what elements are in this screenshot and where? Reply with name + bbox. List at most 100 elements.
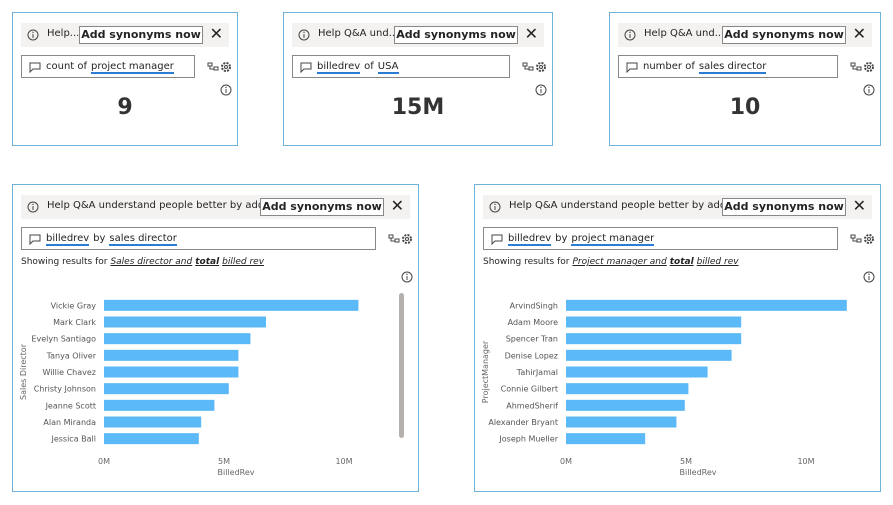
chat-icon	[300, 62, 312, 73]
bar	[104, 383, 229, 395]
x-tick-label: 10M	[797, 457, 814, 466]
bar	[566, 316, 742, 328]
icon-dot	[629, 31, 631, 33]
query-term: of	[364, 61, 374, 72]
icon-circle	[27, 29, 39, 41]
category-label: AhmedSherif	[506, 401, 558, 410]
x-axis-title: BilledRev	[217, 468, 254, 477]
close-button[interactable]: ✕	[524, 24, 538, 43]
field-icon	[522, 62, 534, 71]
add-synonyms-button[interactable]: Add synonyms now	[79, 26, 203, 44]
query-term: sales director	[698, 61, 767, 74]
icon-circle	[864, 234, 874, 244]
category-label: ArvindSingh	[510, 301, 558, 310]
icon-circle	[489, 201, 501, 213]
category-label: Willie Chavez	[42, 368, 96, 377]
category-label: Spencer Tran	[506, 335, 558, 344]
interpretation: Showing results for Project manager and to…	[483, 257, 739, 267]
category-label: Connie Gilbert	[501, 385, 558, 394]
icon-dot	[32, 31, 34, 33]
banner: Help... Add synonyms now ✕	[21, 23, 229, 47]
query-box[interactable]: billedrev by project manager	[483, 227, 838, 250]
icon-stroke	[522, 62, 534, 71]
close-button[interactable]: ✕	[852, 196, 866, 215]
icon-circle	[536, 62, 546, 72]
query-term: billedrev	[46, 233, 90, 246]
query-term: billedrev	[508, 233, 552, 246]
add-synonyms-button[interactable]: Add synonyms now	[260, 198, 384, 216]
icon-circle	[867, 237, 871, 241]
bar	[566, 349, 732, 361]
icon-dot	[540, 86, 542, 88]
bar	[104, 433, 199, 445]
icon-circle	[864, 62, 874, 72]
bar-chart: Vickie Gray Mark Clark Evelyn Santiago Tany…	[19, 293, 404, 477]
category-label: Vickie Gray	[51, 301, 97, 310]
query-term: by	[555, 233, 568, 244]
icon-circle	[224, 65, 228, 69]
icon-circle	[220, 84, 232, 96]
interpretation-part: billed rev	[696, 257, 739, 267]
icon-dot	[868, 86, 870, 88]
query-box[interactable]: billedrev by sales director	[21, 227, 376, 250]
icon-stroke	[388, 234, 400, 243]
add-synonyms-button[interactable]: Add synonyms now	[722, 198, 846, 216]
icon-dot	[225, 86, 227, 88]
showing-label: Showing results for	[483, 257, 570, 267]
card: Help... Add synonyms now ✕ count of project …	[12, 12, 238, 146]
query-box[interactable]: number of sales director	[618, 55, 838, 78]
info-icon	[27, 29, 39, 41]
icon-circle	[402, 234, 412, 244]
icon-circle	[27, 201, 39, 213]
field-icon	[388, 234, 400, 243]
close-button[interactable]: ✕	[209, 24, 223, 43]
banner: Help Q&A understand people better by add…	[21, 195, 410, 219]
info-icon	[401, 271, 413, 283]
close-button[interactable]: ✕	[390, 196, 404, 215]
category-label: Jessica Ball	[50, 435, 96, 444]
bar	[104, 349, 239, 361]
x-tick-label: 5M	[218, 457, 230, 466]
info-icon	[535, 84, 547, 96]
icon-circle	[401, 271, 413, 283]
icon-circle	[539, 65, 543, 69]
field-icon	[850, 62, 862, 71]
category-label: Adam Moore	[508, 318, 558, 327]
bar	[566, 433, 646, 445]
banner-text: Help Q&A und...	[644, 28, 725, 39]
query-box[interactable]: billedrev of USA	[292, 55, 510, 78]
add-synonyms-button[interactable]: Add synonyms now	[722, 26, 846, 44]
icon-dot	[406, 273, 408, 275]
category-label: Evelyn Santiago	[31, 335, 96, 344]
bar	[566, 366, 708, 378]
settings-icon	[536, 62, 546, 72]
add-synonyms-button[interactable]: Add synonyms now	[394, 26, 518, 44]
field-icon	[850, 234, 862, 243]
query-box[interactable]: count of project manager	[21, 55, 195, 78]
banner: Help Q&A und... Add synonyms now ✕	[292, 23, 544, 47]
category-label: Denise Lopez	[505, 351, 558, 360]
bar	[566, 399, 685, 411]
bar-chart: ArvindSingh Adam Moore Spencer Tran Denise …	[481, 299, 847, 477]
icon-circle	[863, 271, 875, 283]
field-icon	[207, 62, 219, 71]
chart-card: Help Q&A understand people better by add…	[12, 184, 419, 492]
query-term: project manager	[91, 61, 174, 74]
banner-text: Help Q&A understand people better by add…	[47, 200, 303, 211]
scrollbar	[399, 293, 404, 438]
icon-stroke	[29, 234, 41, 245]
interpretation: Showing results for Sales director and tot…	[21, 257, 264, 267]
bar	[566, 416, 677, 428]
settings-icon	[864, 62, 874, 72]
icon-stroke	[626, 62, 638, 73]
icon-circle	[405, 237, 409, 241]
info-icon	[489, 201, 501, 213]
category-label: Alan Miranda	[43, 418, 96, 427]
showing-label: Showing results for	[21, 257, 108, 267]
category-label: Mark Clark	[53, 318, 96, 327]
banner: Help Q&A understand people better by add…	[483, 195, 872, 219]
icon-circle	[863, 84, 875, 96]
close-button[interactable]: ✕	[852, 24, 866, 43]
category-label: Jeanne Scott	[45, 401, 96, 410]
bar	[566, 383, 689, 395]
